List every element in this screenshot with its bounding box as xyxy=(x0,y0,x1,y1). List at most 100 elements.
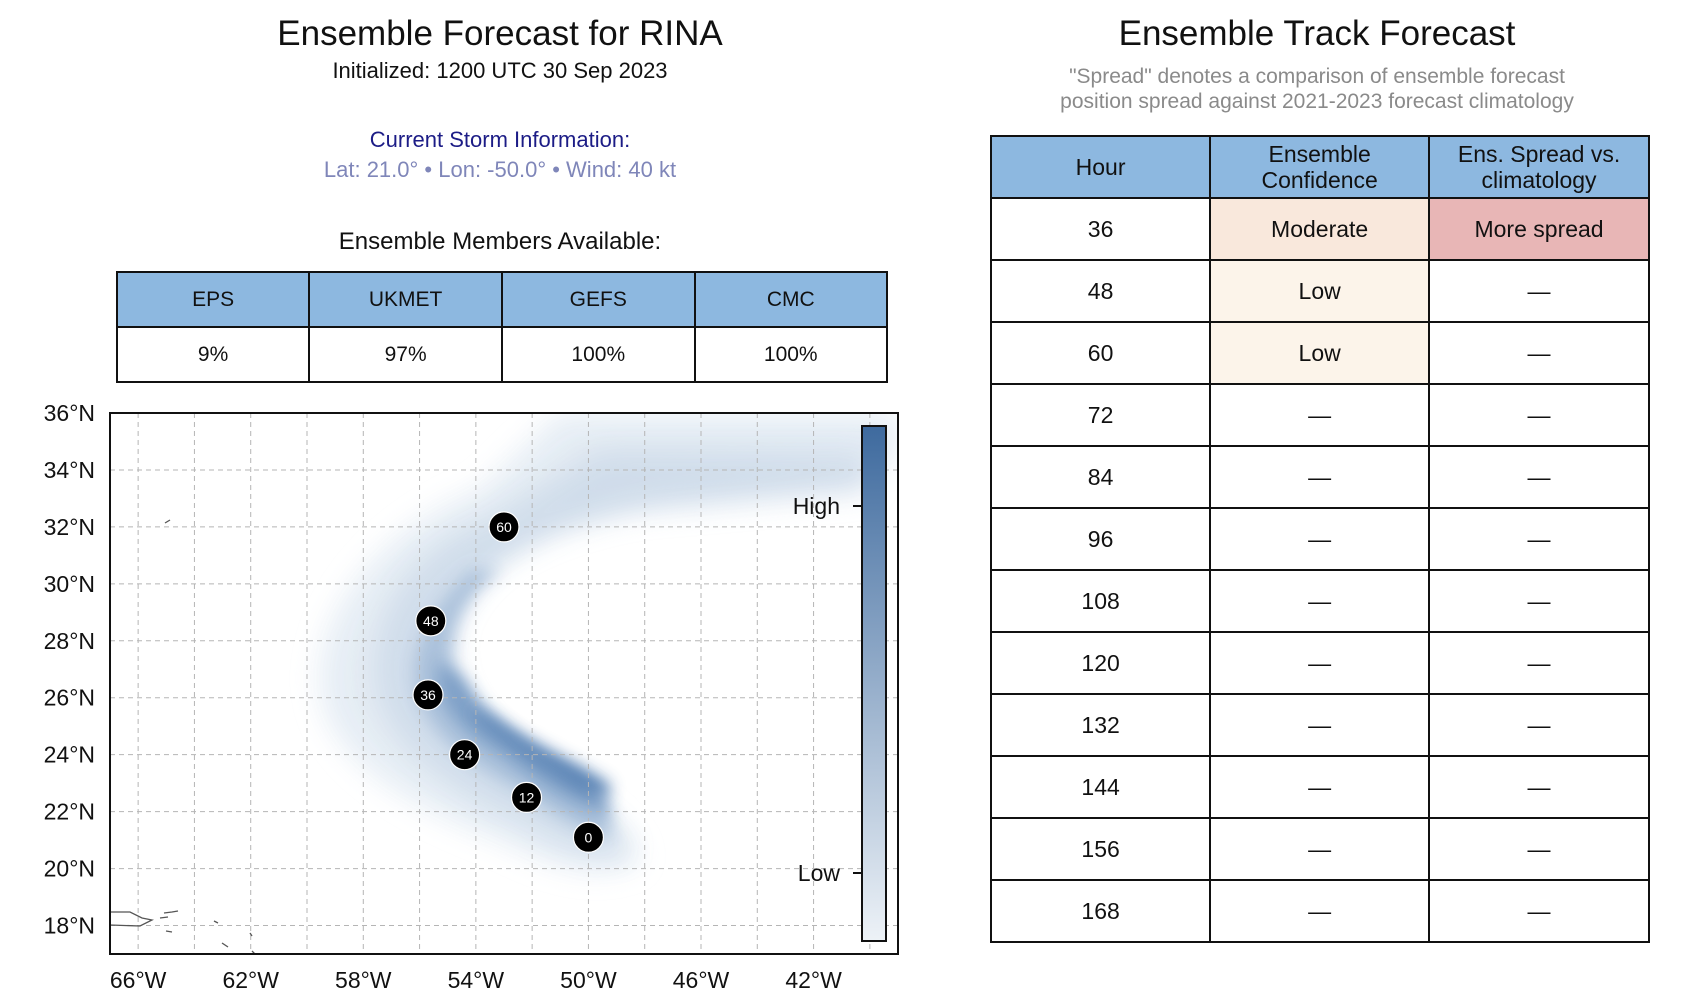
longitude-label: 54°W xyxy=(448,967,505,993)
track-forecast-table: Hour Ensemble Confidence Ens. Spread vs.… xyxy=(989,135,1650,943)
latitude-label: 28°N xyxy=(44,628,95,654)
row-confidence: — xyxy=(1209,755,1431,819)
track-row: 48 Low — xyxy=(989,259,1650,323)
member-value-cmc: 100% xyxy=(693,326,889,383)
header-confidence: Ensemble Confidence xyxy=(1209,135,1431,199)
colorbar-high-label: High xyxy=(793,493,840,519)
latitude-label: 30°N xyxy=(44,571,95,597)
track-point-marker xyxy=(510,781,543,813)
longitude-label: 46°W xyxy=(673,967,730,993)
member-value-gefs: 100% xyxy=(501,326,696,383)
colorbar-low-label: Low xyxy=(798,860,841,886)
member-header-eps: EPS xyxy=(115,271,311,328)
longitude-labels: 66°W 62°W 58°W 54°W 50°W 46°W 42°W xyxy=(110,967,842,993)
track-point-marker xyxy=(488,511,520,543)
track-row: 96— — xyxy=(989,507,1650,571)
latitude-label: 34°N xyxy=(44,457,95,483)
row-hour: 132 xyxy=(989,693,1212,757)
latitude-labels: 36°N 34°N 32°N 30°N 28°N 26°N 24°N 22°N 20°N 18°N xyxy=(44,400,95,939)
latitude-label: 32°N xyxy=(44,514,95,540)
row-confidence: — xyxy=(1209,693,1431,757)
track-point: 12 xyxy=(510,781,543,813)
member-header-cmc: CMC xyxy=(693,271,889,328)
track-point: 36 xyxy=(412,679,444,711)
row-spread: — xyxy=(1428,383,1650,447)
row-spread: — xyxy=(1428,755,1650,819)
row-hour: 84 xyxy=(989,445,1212,509)
row-confidence: — xyxy=(1209,817,1431,881)
members-table: EPS UKMET GEFS CMC 9% 97% 100% 100% xyxy=(115,271,889,383)
storm-info-heading: Current Storm Information: xyxy=(369,127,631,152)
track-forecast-subtitle: "Spread" denotes a comparison of ensembl… xyxy=(987,64,1647,114)
track-point-marker xyxy=(412,679,444,711)
subtitle-line-1: "Spread" denotes a comparison of ensembl… xyxy=(1069,65,1565,88)
track-row: 156— — xyxy=(989,817,1650,881)
header-spread: Ens. Spread vs. climatology xyxy=(1428,135,1650,199)
track-point-label: 48 xyxy=(423,613,439,629)
row-confidence: — xyxy=(1209,445,1431,509)
track-row: 72— — xyxy=(989,383,1650,447)
latitude-label: 36°N xyxy=(44,400,95,426)
track-point-marker xyxy=(449,739,481,771)
row-confidence: — xyxy=(1209,879,1431,943)
row-spread: — xyxy=(1428,631,1650,695)
track-row: 108— — xyxy=(989,569,1650,633)
track-point-label: 12 xyxy=(519,789,535,805)
track-point-label: 24 xyxy=(457,747,473,763)
track-points: 0 12 24 36 48 60 xyxy=(412,511,605,853)
track-point: 60 xyxy=(488,511,520,543)
row-hour: 156 xyxy=(989,817,1212,881)
latitude-label: 26°N xyxy=(44,685,95,711)
row-hour: 108 xyxy=(989,569,1212,633)
track-forecast-title: Ensemble Track Forecast xyxy=(1118,14,1516,53)
members-header-row: EPS UKMET GEFS CMC xyxy=(115,271,889,328)
row-spread: — xyxy=(1428,507,1650,571)
members-heading: Ensemble Members Available: xyxy=(338,228,662,255)
row-spread: — xyxy=(1428,569,1650,633)
latitude-label: 24°N xyxy=(44,742,95,768)
track-density-map: 36°N 34°N 32°N 30°N 28°N 26°N 24°N 22°N 20°N 18°N… xyxy=(44,400,899,993)
track-row: 36 Moderate More spread xyxy=(989,197,1650,261)
latitude-label: 22°N xyxy=(44,799,95,825)
track-row: 120— — xyxy=(989,631,1650,695)
track-point-marker xyxy=(572,821,605,853)
row-hour: 168 xyxy=(989,879,1212,943)
track-point-label: 0 xyxy=(585,829,593,845)
track-row: 132— — xyxy=(989,693,1650,757)
row-confidence: — xyxy=(1209,383,1431,447)
track-row: 168— — xyxy=(989,879,1650,943)
row-spread: — xyxy=(1428,693,1650,757)
forecast-title: Ensemble Forecast for RINA xyxy=(277,14,723,53)
longitude-label: 58°W xyxy=(335,967,392,993)
row-spread: — xyxy=(1428,817,1650,881)
track-row: 144— — xyxy=(989,755,1650,819)
longitude-label: 66°W xyxy=(110,967,167,993)
storm-info: Lat: 21.0° • Lon: -50.0° • Wind: 40 kt xyxy=(323,157,677,182)
row-confidence: — xyxy=(1209,631,1431,695)
track-point-label: 36 xyxy=(420,687,436,703)
row-confidence: — xyxy=(1209,507,1431,571)
row-hour: 60 xyxy=(989,321,1212,385)
track-row: 84— — xyxy=(989,445,1650,509)
track-point-marker xyxy=(415,605,447,637)
track-point: 48 xyxy=(415,605,447,637)
header-hour: Hour xyxy=(989,135,1212,199)
subtitle-line-2: position spread against 2021-2023 foreca… xyxy=(1060,90,1574,113)
member-value-ukmet: 97% xyxy=(308,326,504,383)
members-value-row: 9% 97% 100% 100% xyxy=(115,326,889,383)
longitude-label: 42°W xyxy=(785,967,842,993)
track-point: 0 xyxy=(572,821,605,853)
track-header-row: Hour Ensemble Confidence Ens. Spread vs.… xyxy=(989,135,1650,199)
coastline xyxy=(110,519,256,954)
row-hour: 144 xyxy=(989,755,1212,819)
latitude-label: 20°N xyxy=(44,856,95,882)
row-spread: — xyxy=(1428,321,1650,385)
colorbar xyxy=(861,425,887,942)
row-confidence: Low xyxy=(1209,321,1431,385)
track-row: 60 Low — xyxy=(989,321,1650,385)
track-point: 24 xyxy=(449,739,481,771)
row-spread: — xyxy=(1428,445,1650,509)
latitude-label: 18°N xyxy=(44,913,95,939)
row-confidence: Moderate xyxy=(1209,197,1431,261)
row-hour: 72 xyxy=(989,383,1212,447)
